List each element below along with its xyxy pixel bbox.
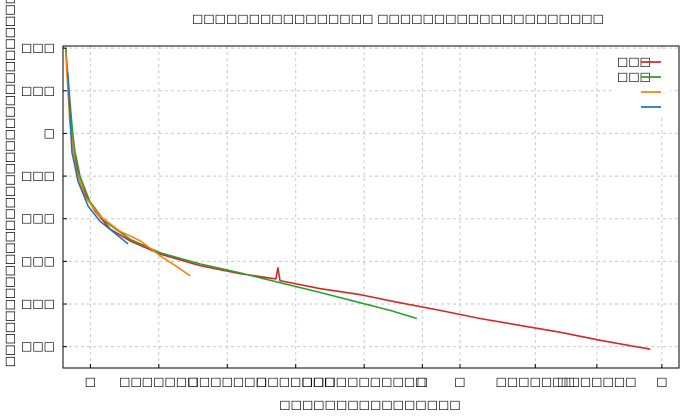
x-tick-label: □□□□□□□□□□□ bbox=[302, 375, 427, 389]
x-tick-label: □ bbox=[454, 375, 465, 389]
chart-title: □□□□□□□□□□□□□□□□ □□□□□□□□□□□□□□□□□□□□ bbox=[192, 12, 604, 26]
y-tick-label: □□□ bbox=[21, 83, 55, 97]
x-tick-label: □ bbox=[85, 375, 96, 389]
x-tick-label: □□□□□□□ bbox=[119, 375, 198, 389]
x-tick-label: □ bbox=[656, 375, 667, 389]
y-tick-label: □□□ bbox=[21, 297, 55, 311]
plot-frame bbox=[62, 45, 680, 369]
series-line bbox=[64, 48, 418, 320]
x-axis-label: □□□□□□□□□□□□□□□□ bbox=[279, 398, 460, 412]
x-tick-label: □□□□□□□ bbox=[188, 375, 267, 389]
y-tick-label: □□□ bbox=[21, 41, 55, 55]
y-tick-label: □□□ bbox=[21, 339, 55, 353]
y-axis-label: □□□□□□□□□□□□□□□□□□□□□□□□□□□□□□□□□ bbox=[3, 0, 17, 367]
y-tick-label: □□□ bbox=[21, 254, 55, 268]
x-tick-label: □□□□□□□ bbox=[557, 375, 636, 389]
y-tick-label: □ bbox=[44, 126, 55, 140]
x-tick-label: □ bbox=[417, 375, 428, 389]
legend-label: □□□ bbox=[617, 70, 651, 84]
series-line bbox=[64, 52, 191, 277]
x-tick-label: □□□□□□□ bbox=[496, 375, 575, 389]
legend-label: □□□ bbox=[617, 55, 651, 69]
series-line bbox=[67, 72, 129, 245]
y-tick-label: □□□ bbox=[21, 169, 55, 183]
y-tick-label: □□□ bbox=[21, 211, 55, 225]
x-tick-label: □□□□□□□ bbox=[256, 375, 335, 389]
